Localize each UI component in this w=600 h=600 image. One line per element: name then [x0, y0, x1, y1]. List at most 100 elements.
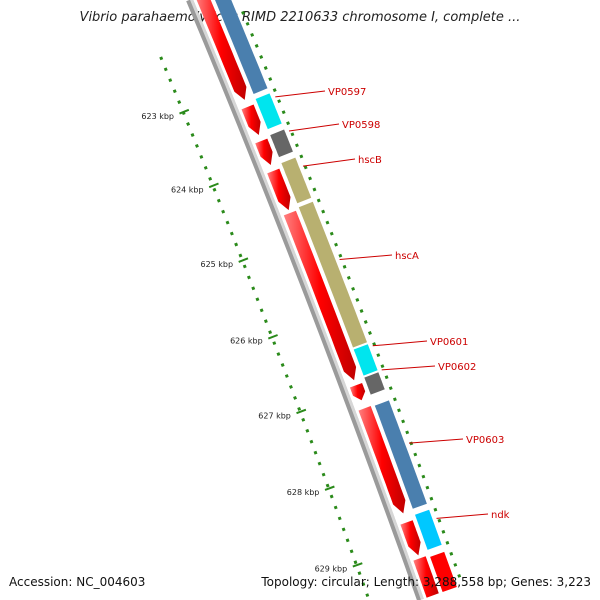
outer-tick	[263, 66, 268, 70]
accession-text: Accession: NC_004603	[9, 575, 146, 589]
minor-tick	[186, 122, 191, 126]
kbp-tick-label: 626 kbp	[230, 337, 263, 346]
outer-tick	[457, 573, 462, 578]
outer-tick	[334, 242, 338, 247]
outer-tick	[342, 264, 347, 269]
outer-tick	[325, 220, 330, 225]
minor-tick	[255, 297, 260, 302]
kbp-tick-track: 623 kbp 624 kbp 625 kbp 626 kbp 627 kbp 628 k…	[141, 10, 462, 598]
minor-tick	[361, 582, 366, 587]
orf-arrow	[358, 406, 406, 514]
gene-block	[281, 157, 312, 204]
orf-arrow	[349, 383, 366, 401]
minor-tick	[341, 527, 346, 532]
orf-arrow	[283, 210, 357, 381]
outer-tick	[437, 518, 442, 523]
orf-arrow	[413, 556, 439, 598]
outer-tick	[392, 397, 397, 402]
outer-tick	[245, 21, 250, 26]
outer-tick	[281, 110, 286, 115]
minor-tick	[313, 450, 318, 455]
outer-tick	[376, 353, 381, 358]
minor-tick	[195, 143, 199, 148]
minor-tick	[251, 286, 256, 291]
minor-tick	[301, 417, 306, 422]
outer-tick	[295, 143, 299, 148]
minor-tick	[247, 275, 251, 280]
gene-block	[255, 93, 282, 130]
outer-tick	[250, 32, 255, 37]
orf-arrow	[255, 138, 273, 165]
outer-tick	[405, 430, 410, 435]
gene-label-connector	[372, 340, 428, 347]
minor-tick	[234, 242, 239, 247]
minor-tick	[333, 505, 338, 510]
outer-tick	[445, 540, 450, 545]
orf-arrow	[241, 104, 261, 135]
outer-tick	[290, 132, 295, 137]
outer-tick	[401, 419, 406, 424]
gene-block	[270, 129, 293, 158]
minor-tick	[289, 384, 293, 389]
gene-label: VP0597	[328, 87, 366, 98]
backbone-track	[186, 0, 424, 600]
outer-tick	[380, 364, 385, 369]
gene-label: VP0602	[438, 362, 476, 373]
minor-tick	[221, 209, 226, 214]
major-tick	[352, 562, 363, 568]
gene-block	[364, 372, 385, 395]
minor-tick	[177, 100, 182, 105]
outer-tick	[303, 165, 308, 170]
gene-block	[298, 201, 367, 348]
gene-label-connector	[302, 158, 356, 167]
minor-tick	[199, 154, 204, 159]
minor-tick	[168, 78, 173, 83]
outer-tick	[286, 121, 290, 126]
outer-tick	[316, 198, 321, 203]
orf-arrow	[400, 520, 421, 556]
gene-label-connector	[339, 254, 393, 260]
orf-arrow	[196, 0, 247, 100]
outer-tick	[429, 496, 434, 501]
minor-tick	[163, 67, 168, 72]
kbp-tick-label: 628 kbp	[287, 488, 320, 497]
outer-tick	[441, 529, 446, 534]
kbp-tick-label: 627 kbp	[258, 411, 291, 420]
gene-label: VP0603	[466, 435, 504, 446]
minor-tick	[297, 406, 302, 411]
minor-tick	[208, 176, 213, 181]
outer-tick	[433, 507, 438, 512]
minor-tick	[259, 308, 264, 313]
outer-tick	[268, 77, 273, 81]
gene-label-connector	[436, 513, 489, 519]
kbp-tick-label: 623 kbp	[141, 112, 174, 121]
outer-tick	[308, 176, 312, 181]
outer-tick	[363, 320, 368, 324]
minor-tick	[337, 516, 342, 521]
gene-block-partial	[215, 0, 268, 94]
minor-tick	[309, 439, 314, 444]
minor-tick	[349, 549, 354, 554]
outer-tick	[355, 297, 360, 302]
gene-label-connector	[275, 90, 326, 98]
outer-tick	[449, 551, 454, 556]
minor-tick	[276, 352, 281, 357]
minor-tick	[172, 89, 177, 94]
minor-tick	[159, 56, 164, 61]
minor-tick	[321, 472, 326, 477]
gene-label-connector	[381, 365, 436, 371]
topology-text: Topology: circular; Length: 3,288,558 bp…	[261, 575, 591, 589]
outer-tick	[299, 154, 304, 159]
minor-tick	[305, 428, 310, 433]
kbp-tick-label: 625 kbp	[200, 260, 233, 269]
outer-tick	[338, 253, 343, 258]
gene-label-connector	[408, 438, 464, 444]
outer-tick	[321, 209, 326, 214]
outer-tick	[241, 10, 245, 15]
map-title: Vibrio parahaemolyticus RIMD 2210633 chr…	[79, 10, 521, 25]
gene-block-partial	[430, 551, 457, 592]
minor-tick	[263, 319, 268, 324]
minor-tick	[345, 538, 350, 543]
major-tick	[267, 334, 278, 340]
